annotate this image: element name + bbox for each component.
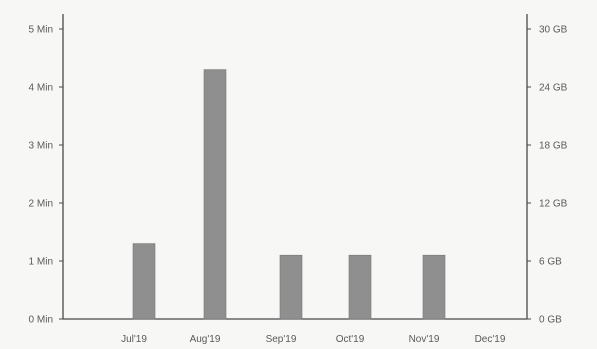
y-tick-label: 3 Min [29,141,53,152]
x-tick-label: Dec'19 [475,334,506,345]
x-tick-label: Aug'19 [190,334,221,345]
y2-tick-label: 6 GB [539,257,562,268]
y-tick-label: 2 Min [29,199,53,210]
y-tick-label: 0 Min [29,315,53,326]
x-tick-label: Jul'19 [121,334,147,345]
y-tick-label: 1 Min [29,257,53,268]
bar [279,254,303,320]
bar [348,254,372,320]
y2-tick-label: 12 GB [539,199,568,210]
x-ticks-group: Jul'19 Aug'19 Sep'19 Oct'19 Nov'19 Dec'19 [121,334,506,345]
bar [203,69,227,320]
bars-group [132,69,446,320]
right-ticks-group: 0 GB 6 GB 12 GB 18 GB 24 GB 30 GB [527,25,568,326]
y2-tick-label: 24 GB [539,83,568,94]
y2-tick-label: 18 GB [539,141,568,152]
y-tick-label: 5 Min [29,25,53,36]
x-tick-label: Nov'19 [409,334,440,345]
x-tick-label: Sep'19 [266,334,297,345]
y-tick-label: 4 Min [29,83,53,94]
y2-tick-label: 30 GB [539,25,568,36]
bar [422,254,446,320]
left-ticks-group: 0 Min 1 Min 2 Min 3 Min 4 Min 5 Min [29,25,63,326]
x-tick-label: Oct'19 [336,334,365,345]
y2-tick-label: 0 GB [539,315,562,326]
bar [132,243,156,320]
